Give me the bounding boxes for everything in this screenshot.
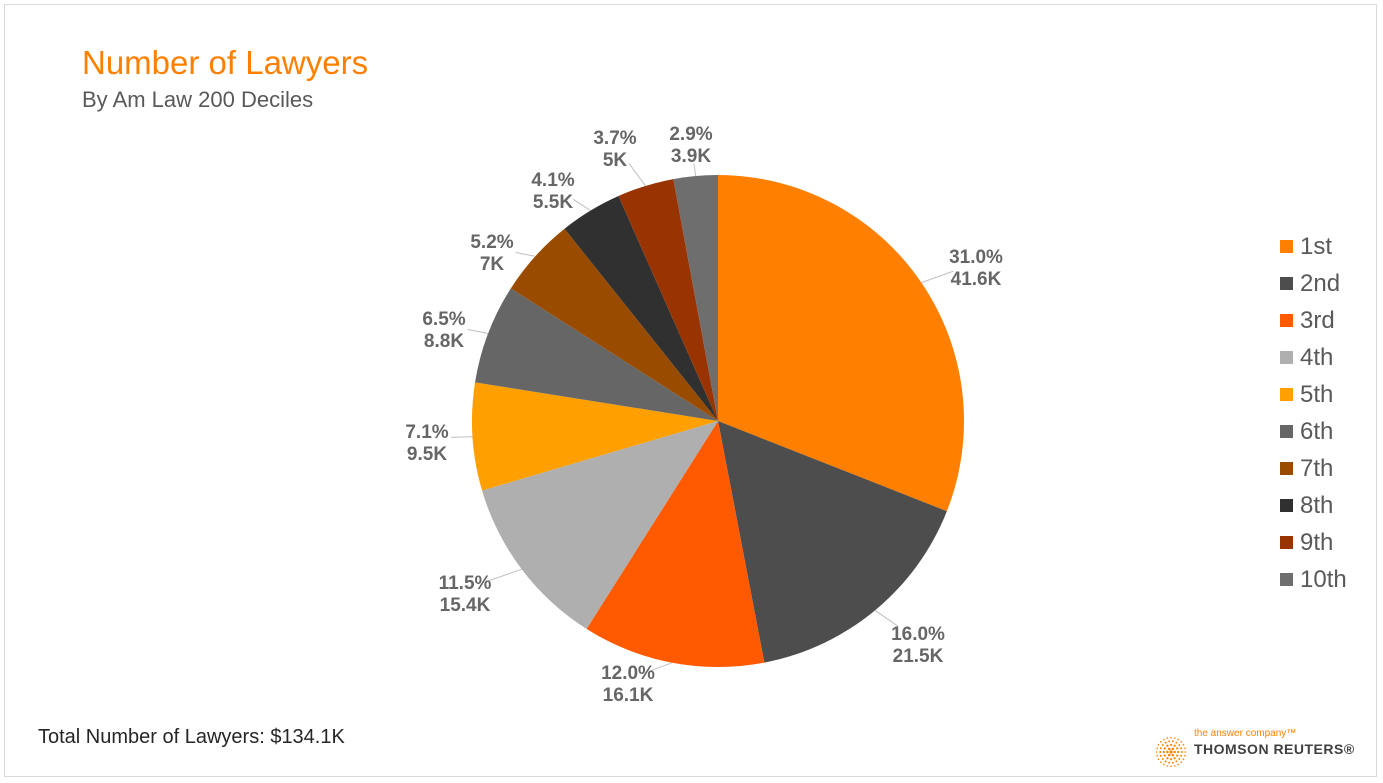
legend-item-5th: 5th: [1280, 376, 1347, 413]
percent-label-1st: 31.0%: [949, 247, 1003, 268]
brand-block: the answer company™ THOMSON REUTERS®: [1155, 728, 1355, 768]
leader-line-4th: [487, 568, 522, 582]
pie-slice-3rd: [586, 421, 765, 668]
legend-label: 7th: [1300, 454, 1334, 482]
pie-slice-8th: [564, 196, 718, 421]
legend-swatch: [1280, 499, 1293, 512]
value-label-8th: 5.5K: [533, 192, 573, 213]
pie-slice-9th: [618, 179, 718, 421]
total-lawyers-note: Total Number of Lawyers: $134.1K: [38, 726, 345, 748]
legend-swatch: [1280, 573, 1293, 586]
pie-slice-1st: [718, 175, 964, 512]
legend-swatch: [1280, 425, 1293, 438]
pie-slice-10th: [673, 175, 718, 421]
percent-label-9th: 3.7%: [593, 128, 636, 149]
legend-item-4th: 4th: [1280, 339, 1347, 376]
leader-line-9th: [628, 163, 646, 187]
legend-label: 4th: [1300, 343, 1334, 371]
legend-label: 10th: [1300, 565, 1347, 593]
legend-item-3rd: 3rd: [1280, 302, 1347, 339]
legend-swatch: [1280, 277, 1293, 290]
leader-line-6th: [467, 329, 489, 334]
value-label-9th: 5K: [603, 150, 628, 171]
value-label-2nd: 21.5K: [893, 646, 944, 667]
value-label-6th: 8.8K: [424, 331, 464, 352]
leader-line-3rd: [650, 662, 673, 672]
percent-label-6th: 6.5%: [422, 309, 465, 330]
legend-label: 2nd: [1300, 269, 1341, 297]
value-label-1st: 41.6K: [951, 269, 1002, 290]
legend-label: 8th: [1300, 491, 1334, 519]
legend-label: 6th: [1300, 417, 1334, 445]
legend-item-2nd: 2nd: [1280, 265, 1347, 302]
value-label-7th: 7K: [480, 254, 505, 275]
legend-label: 5th: [1300, 380, 1334, 408]
percent-label-2nd: 16.0%: [891, 624, 945, 645]
legend-item-10th: 10th: [1280, 561, 1347, 598]
percent-label-10th: 2.9%: [669, 124, 712, 145]
pie-slice-7th: [510, 228, 718, 421]
legend-item-6th: 6th: [1280, 413, 1347, 450]
legend-item-7th: 7th: [1280, 450, 1347, 487]
pie-slice-4th: [482, 421, 718, 629]
percent-label-5th: 7.1%: [405, 422, 448, 443]
legend-item-9th: 9th: [1280, 524, 1347, 561]
leader-line-5th: [450, 436, 473, 438]
legend-swatch: [1280, 314, 1293, 327]
brand-name: THOMSON REUTERS®: [1194, 741, 1355, 757]
thomson-reuters-dot-globe-icon: [1155, 736, 1187, 768]
chart-subtitle: By Am Law 200 Deciles: [82, 87, 314, 112]
legend-swatch: [1280, 240, 1293, 253]
legend-swatch: [1280, 536, 1293, 549]
legend-swatch: [1280, 351, 1293, 364]
pie-slice-2nd: [718, 421, 947, 663]
value-label-10th: 3.9K: [671, 146, 711, 167]
pie-slice-5th: [471, 382, 718, 491]
legend-swatch: [1280, 462, 1293, 475]
chart-title: Number of Lawyers: [82, 44, 369, 81]
legend-item-8th: 8th: [1280, 487, 1347, 524]
legend-item-1st: 1st: [1280, 228, 1347, 265]
legend-label: 1st: [1300, 232, 1333, 260]
leader-line-1st: [921, 270, 954, 284]
percent-label-8th: 4.1%: [531, 170, 574, 191]
leader-line-8th: [572, 198, 591, 212]
chart-legend: 1st 2nd 3rd 4th 5th 6th 7th 8th 9th 10th: [1280, 228, 1347, 598]
legend-label: 3rd: [1300, 306, 1335, 334]
legend-swatch: [1280, 388, 1293, 401]
value-label-3rd: 16.1K: [603, 685, 654, 706]
brand-tagline: the answer company™: [1194, 728, 1297, 739]
percent-label-3rd: 12.0%: [601, 663, 655, 684]
leader-line-2nd: [874, 609, 899, 627]
leader-line-7th: [515, 252, 536, 257]
legend-label: 9th: [1300, 528, 1334, 556]
percent-label-4th: 11.5%: [439, 573, 492, 594]
value-label-4th: 15.4K: [440, 595, 491, 616]
percent-label-7th: 5.2%: [470, 232, 513, 253]
pie-slice-6th: [475, 288, 718, 421]
leader-line-10th: [693, 163, 697, 177]
value-label-5th: 9.5K: [407, 444, 447, 465]
